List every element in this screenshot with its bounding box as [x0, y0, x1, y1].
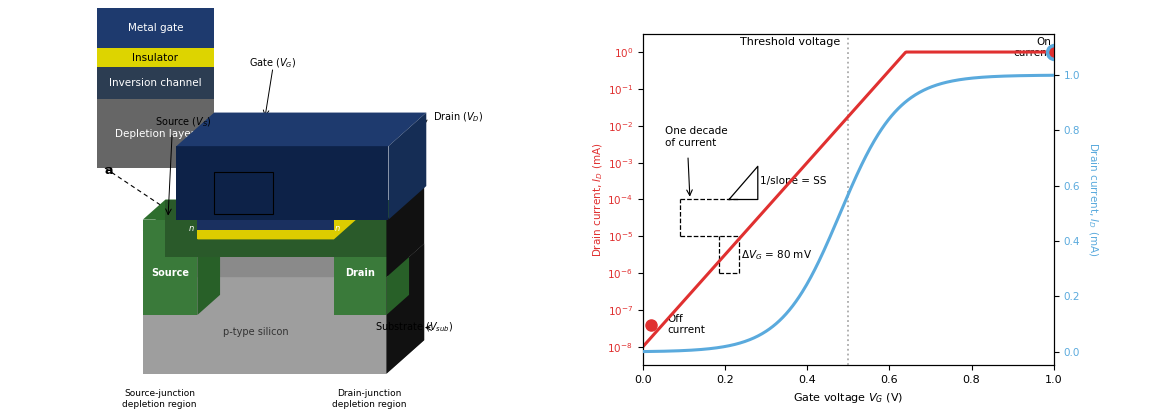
Bar	[197, 230, 334, 239]
Bar	[214, 172, 273, 214]
Bar	[96, 48, 214, 68]
Text: Source ($V_S$): Source ($V_S$)	[155, 115, 212, 129]
Polygon shape	[142, 220, 176, 277]
Polygon shape	[197, 211, 220, 315]
Polygon shape	[387, 220, 388, 277]
Text: Source-junction
depletion region: Source-junction depletion region	[123, 389, 197, 409]
Text: Insulator: Insulator	[132, 53, 178, 63]
Y-axis label: Drain current, $I_D$ (mA): Drain current, $I_D$ (mA)	[1086, 142, 1099, 257]
Bar	[96, 8, 214, 48]
Text: n: n	[335, 224, 340, 234]
Text: Depletion layer: Depletion layer	[116, 129, 196, 139]
Text: Drain ($V_D$): Drain ($V_D$)	[433, 111, 483, 124]
Polygon shape	[197, 200, 357, 220]
Polygon shape	[142, 200, 199, 220]
Text: n: n	[189, 224, 193, 234]
Bar	[176, 146, 388, 220]
Text: p-type silicon: p-type silicon	[223, 327, 290, 337]
Polygon shape	[142, 244, 424, 277]
Polygon shape	[387, 211, 409, 315]
Text: 1/slope = SS: 1/slope = SS	[760, 176, 827, 186]
Text: On
current: On current	[1014, 37, 1051, 58]
Bar	[96, 68, 214, 100]
Text: Metal gate: Metal gate	[127, 24, 183, 33]
Polygon shape	[166, 200, 409, 257]
Y-axis label: Drain current, $I_D$ (mA): Drain current, $I_D$ (mA)	[591, 142, 604, 257]
X-axis label: Gate voltage $V_G$ (V): Gate voltage $V_G$ (V)	[793, 391, 903, 405]
Bar	[96, 100, 214, 168]
Polygon shape	[176, 113, 426, 146]
Text: Substrate ($V_{sub}$): Substrate ($V_{sub}$)	[375, 321, 454, 334]
Text: Threshold voltage: Threshold voltage	[740, 37, 840, 47]
Polygon shape	[387, 244, 424, 374]
Text: One decade
of current: One decade of current	[666, 126, 728, 147]
Polygon shape	[334, 231, 387, 315]
Text: $\Delta V_G$ = 80 mV: $\Delta V_G$ = 80 mV	[741, 248, 813, 262]
Text: Drain: Drain	[345, 268, 375, 278]
Text: a: a	[105, 164, 113, 176]
Polygon shape	[142, 211, 220, 231]
Bar	[197, 220, 334, 230]
Polygon shape	[334, 211, 409, 231]
Polygon shape	[197, 219, 357, 239]
Polygon shape	[387, 186, 424, 277]
Text: Off
current: Off current	[667, 314, 705, 336]
Polygon shape	[387, 244, 424, 374]
Text: Drain-junction
depletion region: Drain-junction depletion region	[332, 389, 406, 409]
Polygon shape	[142, 277, 387, 374]
Text: Source: Source	[151, 268, 189, 278]
Polygon shape	[387, 200, 411, 220]
Text: Gate ($V_G$): Gate ($V_G$)	[249, 56, 296, 70]
Polygon shape	[142, 231, 197, 315]
Text: Inversion channel: Inversion channel	[109, 79, 201, 89]
Polygon shape	[388, 113, 426, 220]
